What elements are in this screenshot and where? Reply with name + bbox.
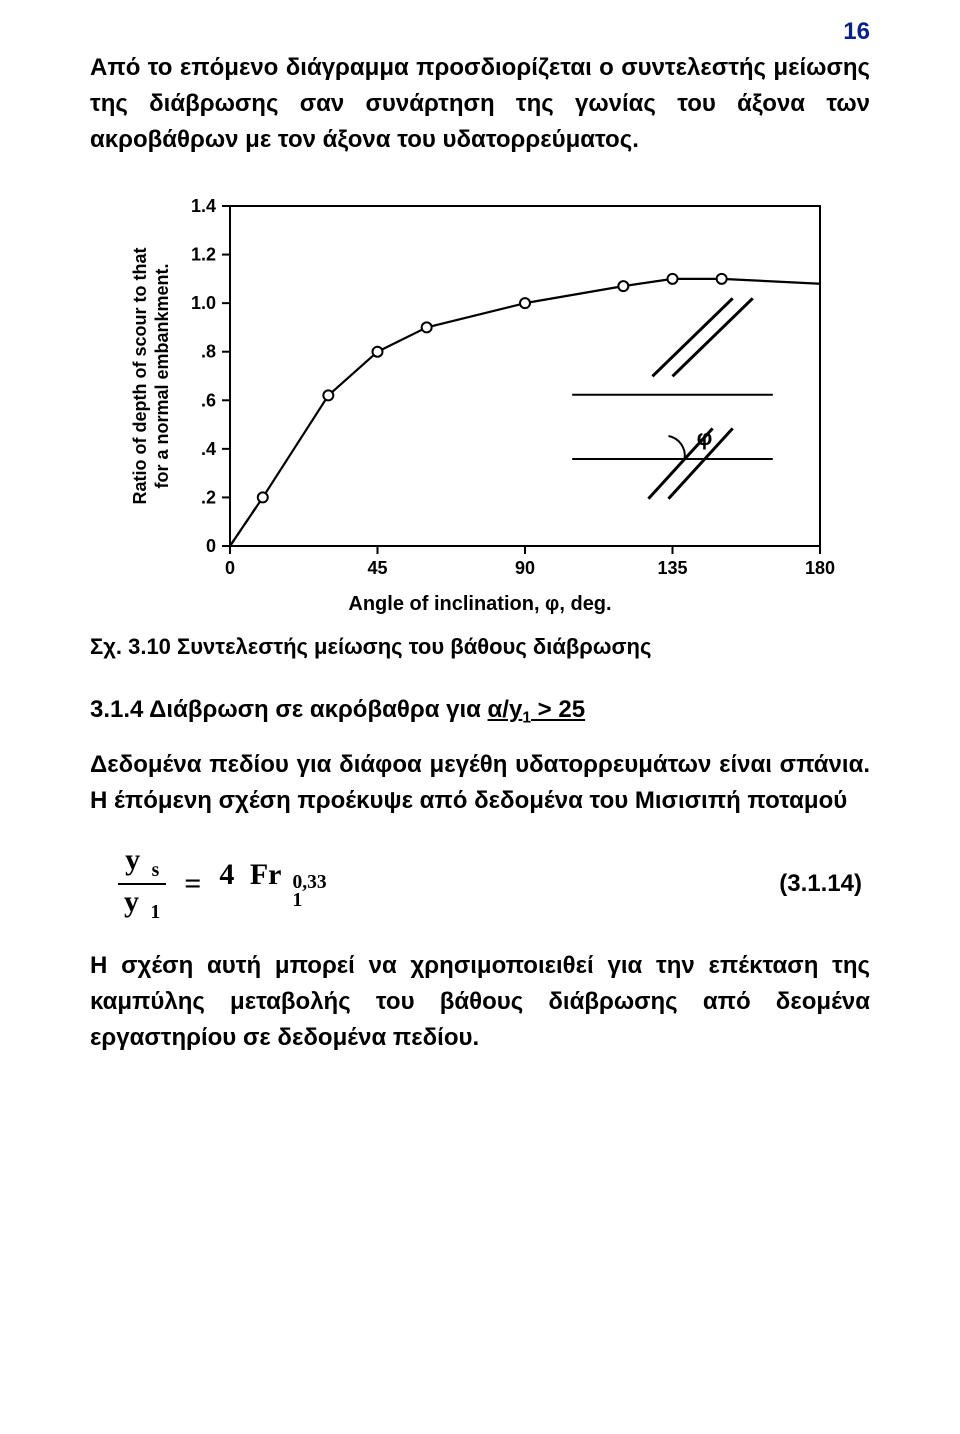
eq-fr-sub: 1 xyxy=(292,892,326,910)
x-axis-label: Angle of inclination, φ, deg. xyxy=(120,593,840,616)
subheading-prefix: 3.1.4 Διάβρωση σε ακρόβαθρα για xyxy=(90,696,488,723)
subheading-3-1-4: 3.1.4 Διάβρωση σε ακρόβαθρα για α/y1 > 2… xyxy=(90,696,870,727)
cond-a: α/y xyxy=(488,696,523,723)
svg-text:.4: .4 xyxy=(201,439,216,459)
eq-rhs: 4 Fr 0,33 1 xyxy=(219,858,326,909)
figure-caption: Σχ. 3.10 Συντελεστής μείωσης του βάθους … xyxy=(90,634,870,660)
svg-text:45: 45 xyxy=(367,558,387,578)
paragraph-2: Δεδομένα πεδίου για διάφοα μεγέθη υδατορ… xyxy=(90,747,870,819)
figure-3-10: 0 45 90 135 180 0 .2 .4 .6 .8 1.0 1.2 1.4 Ratio of de… xyxy=(120,186,840,616)
cond-rest: > 25 xyxy=(531,696,585,723)
svg-text:Ratio of depth of scour to tha: Ratio of depth of scour to that xyxy=(130,248,150,505)
svg-text:.2: .2 xyxy=(201,487,216,507)
chart-svg: 0 45 90 135 180 0 .2 .4 .6 .8 1.0 1.2 1.4 Ratio of de… xyxy=(120,186,840,586)
subheading-condition: α/y1 > 25 xyxy=(488,696,586,723)
svg-text:0: 0 xyxy=(206,536,216,556)
eq-ys-s: s xyxy=(152,860,160,881)
svg-text:.6: .6 xyxy=(201,390,216,410)
svg-text:90: 90 xyxy=(515,558,535,578)
equation-number: (3.1.14) xyxy=(779,870,862,898)
eq-fr: Fr xyxy=(250,858,281,891)
eq-equals: = xyxy=(184,867,201,901)
svg-text:.8: .8 xyxy=(201,342,216,362)
eq-lhs-fraction: y s y 1 xyxy=(118,845,166,922)
paragraph-3: Η σχέση αυτή μπορεί να χρησιμοποιειθεί γ… xyxy=(90,948,870,1056)
eq-y1-y: y xyxy=(124,885,139,918)
svg-text:180: 180 xyxy=(805,558,835,578)
svg-text:for a normal embankment.: for a normal embankment. xyxy=(152,263,172,488)
eq-coef: 4 xyxy=(219,858,234,891)
svg-text:1.0: 1.0 xyxy=(191,293,216,313)
page-number: 16 xyxy=(843,18,870,46)
cond-sub: 1 xyxy=(522,709,531,726)
svg-text:135: 135 xyxy=(657,558,687,578)
paragraph-1: Από το επόμενο διάγραμμα προσδιορίζεται … xyxy=(90,50,870,158)
eq-y1-1: 1 xyxy=(151,902,161,923)
equation-3-1-14: y s y 1 = 4 Fr 0,33 1 xyxy=(118,845,327,922)
page: 16 Από το επόμενο διάγραμμα προσδιορίζετ… xyxy=(0,0,960,1136)
svg-text:0: 0 xyxy=(225,558,235,578)
svg-text:1.2: 1.2 xyxy=(191,245,216,265)
eq-fr-scripts: 0,33 1 xyxy=(292,874,326,909)
svg-text:φ: φ xyxy=(697,425,713,450)
svg-text:1.4: 1.4 xyxy=(191,196,216,216)
eq-lhs-num: y s xyxy=(119,845,165,882)
eq-lhs-den: y 1 xyxy=(118,883,166,922)
eq-ys-y: y xyxy=(125,843,140,876)
equation-row: y s y 1 = 4 Fr 0,33 1 (3.1.14) xyxy=(90,845,870,922)
